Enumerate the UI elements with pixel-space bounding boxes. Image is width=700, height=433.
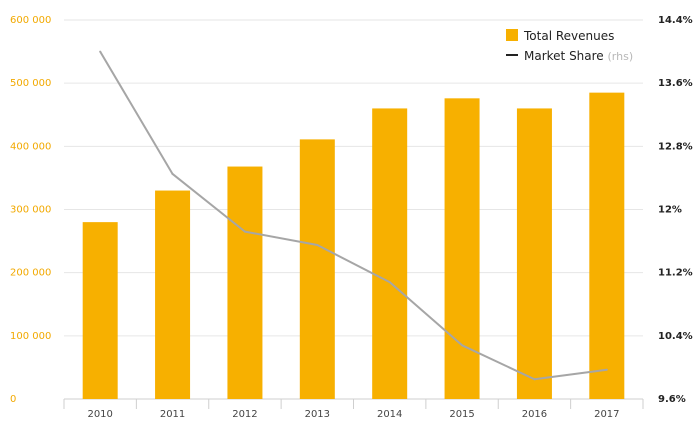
legend-label-line-suffix: (rhs): [608, 50, 634, 63]
legend-label-bar: Total Revenues: [523, 29, 614, 43]
x-tick-label: 2015: [449, 409, 474, 420]
y-right-tick-label: 11.2%: [658, 268, 693, 279]
y-right-tick-label: 10.4%: [658, 331, 693, 342]
axes: 0 100 000 200 000 300 000 400 000 500 000 600 …: [10, 15, 693, 420]
market-share-point: [316, 244, 319, 247]
market-share-point: [461, 344, 464, 347]
market-share-point: [605, 368, 608, 371]
bar: [589, 92, 625, 400]
y-right-tick-label: 13.6%: [658, 78, 693, 89]
x-tick-label: 2016: [522, 409, 547, 420]
y-left-tick-label: 400 000: [10, 141, 51, 152]
y-left-tick-label: 300 000: [10, 205, 51, 216]
bar: [516, 108, 552, 399]
y-left-tick-label: 100 000: [10, 331, 51, 342]
y-right-tick-label: 12.8%: [658, 141, 693, 152]
bar-series: [82, 92, 625, 400]
market-share-line: [99, 51, 607, 381]
market-share-point: [171, 172, 174, 175]
y-left-tick-label: 500 000: [10, 78, 51, 89]
bar: [155, 190, 191, 399]
bar: [82, 222, 118, 399]
legend-swatch-bar: [506, 29, 518, 41]
gridlines: [64, 19, 643, 337]
legend-label-line-name: Market Share: [524, 49, 608, 63]
bar: [444, 98, 480, 400]
market-share-point: [99, 50, 102, 53]
legend: Total Revenues Market Share (rhs): [506, 29, 633, 63]
legend-label-line: Market Share (rhs): [524, 49, 633, 63]
y-left-tick-label: 200 000: [10, 268, 51, 279]
bar: [227, 166, 263, 399]
x-tick-label: 2011: [160, 409, 185, 420]
market-share-point: [243, 230, 246, 233]
x-tick-label: 2017: [594, 409, 619, 420]
y-right-tick-label: 12%: [658, 205, 682, 216]
y-right-tick-label: 9.6%: [658, 394, 686, 405]
y-left-tick-label: 0: [10, 394, 16, 405]
x-tick-label: 2013: [305, 409, 330, 420]
x-tick-label: 2010: [87, 409, 112, 420]
bar: [372, 108, 408, 399]
x-tick-label: 2012: [232, 409, 257, 420]
y-right-tick-label: 14.4%: [658, 15, 693, 26]
line-series: [99, 50, 608, 381]
market-share-point: [388, 281, 391, 284]
x-tick-label: 2014: [377, 409, 402, 420]
bar: [299, 139, 335, 399]
y-left-tick-label: 600 000: [10, 15, 51, 26]
market-share-point: [533, 378, 536, 381]
